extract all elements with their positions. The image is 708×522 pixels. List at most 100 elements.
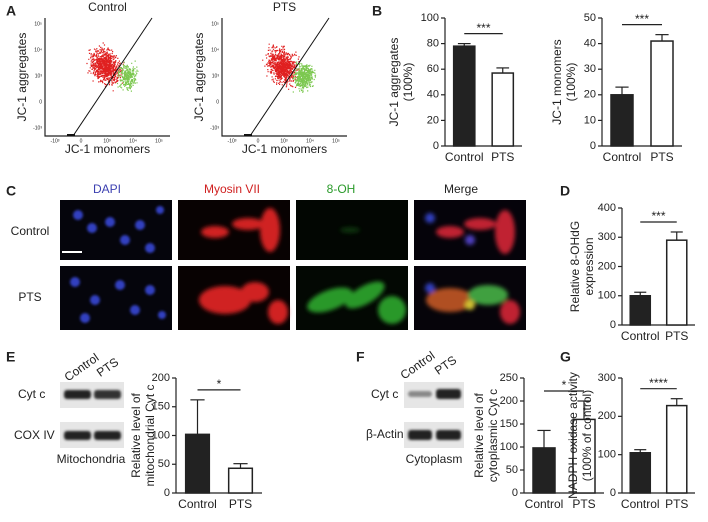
y-tick-label: 10³ <box>35 73 43 79</box>
band-label: COX IV <box>14 428 55 442</box>
y-tick-label: 200 <box>152 372 170 384</box>
y-tick-label: 0 <box>433 140 439 152</box>
column-label: Merge <box>444 182 478 196</box>
y-axis-label: Relative level of <box>129 392 143 477</box>
y-tick-label: 80 <box>427 38 439 50</box>
y-tick-label: 100 <box>500 441 518 453</box>
y-tick-label: 50 <box>584 12 596 24</box>
y-axis-label: JC-1 aggregates <box>387 38 401 127</box>
bar <box>184 433 211 494</box>
y-axis-label: Relative level of <box>472 392 486 477</box>
y-tick-label: 10³ <box>212 73 220 79</box>
y-tick-label: 100 <box>598 290 616 302</box>
y-tick-label: 400 <box>598 202 616 214</box>
blot-caption: Mitochondria <box>57 452 126 466</box>
dots-green <box>116 60 139 92</box>
x-tick-label: Control <box>603 150 642 164</box>
bar <box>227 467 254 494</box>
y-axis-label: NADPH oxidase activity <box>566 372 580 499</box>
y-tick-label: 0 <box>610 319 616 331</box>
blot-f: Control PTS Cyt c β-Actin Cytoplasm <box>366 348 464 466</box>
y-axis-label: JC-1 monomers <box>550 39 564 124</box>
y-tick-label: 30 <box>584 63 596 75</box>
dots-green <box>292 61 317 93</box>
x-tick-label: 0 <box>80 138 83 144</box>
y-tick-label: 200 <box>500 395 518 407</box>
y-axis-label: mitochondrial Cyt c <box>143 384 157 486</box>
y-tick-label: 40 <box>584 38 596 50</box>
x-tick-label: PTS <box>665 497 688 511</box>
origin-mark <box>244 134 252 136</box>
y-tick-label: 40 <box>427 89 439 101</box>
y-tick-label: 10⁴ <box>211 47 219 53</box>
y-tick-label: 200 <box>598 260 616 272</box>
column-label: Myosin VII <box>204 182 260 196</box>
y-tick-label: 150 <box>152 401 170 413</box>
y-axis-label: expression <box>582 237 596 295</box>
plot-title: Control <box>88 0 127 14</box>
panel-label: D <box>560 183 570 199</box>
x-tick-label: PTS <box>229 497 252 511</box>
microscopy: DAPI Myosin VII 8-OH Merge Control PTS <box>11 182 526 330</box>
x-tick-label: 10⁵ <box>155 138 163 144</box>
row-label: PTS <box>18 290 41 304</box>
bar <box>491 72 515 147</box>
y-axis-label: (100%) <box>564 63 578 102</box>
lane-label: PTS <box>432 353 459 378</box>
y-tick-label: 10⁴ <box>34 47 42 53</box>
dots-red <box>86 42 126 92</box>
blot-e: Control PTS Cyt c COX IV Mitochondria <box>14 350 126 466</box>
panel-label: C <box>6 183 16 199</box>
bar <box>629 452 652 494</box>
x-tick-label: 10⁵ <box>332 138 340 144</box>
band-label: Cyt c <box>371 387 398 401</box>
y-tick-label: 250 <box>500 372 518 384</box>
y-tick-label: 10⁵ <box>211 21 219 27</box>
x-tick-label: PTS <box>650 150 673 164</box>
x-tick-label: 10³ <box>280 138 288 144</box>
x-axis-label: JC-1 monomers <box>242 142 327 156</box>
bar <box>532 447 556 494</box>
bar <box>610 94 634 147</box>
y-axis-label: cytoplasmic Cyt c <box>486 389 500 482</box>
bar <box>665 404 688 494</box>
y-tick-label: 100 <box>598 449 616 461</box>
significance-label: *** <box>476 21 490 35</box>
y-tick-label: 300 <box>598 231 616 243</box>
gate-line <box>249 17 330 137</box>
x-axis-label: JC-1 monomers <box>65 142 150 156</box>
image-tiles <box>60 200 526 330</box>
y-tick-label: 50 <box>158 458 170 470</box>
significance-label: * <box>562 378 567 392</box>
dots-red <box>262 43 301 90</box>
bar <box>650 40 674 147</box>
significance-label: **** <box>649 376 668 390</box>
x-tick-label: Control <box>525 497 564 511</box>
plot-title: PTS <box>273 0 296 14</box>
panel-label: F <box>356 349 365 365</box>
x-tick-label: 10⁴ <box>306 138 314 144</box>
bar <box>572 418 596 494</box>
y-tick-label: 200 <box>598 410 616 422</box>
blot-caption: Cytoplasm <box>406 452 463 466</box>
y-tick-label: 0 <box>39 99 42 105</box>
panel-label: G <box>560 349 571 365</box>
significance-label: * <box>217 377 222 391</box>
x-tick-label: Control <box>621 497 660 511</box>
y-tick-label: 0 <box>164 487 170 499</box>
x-tick-label: 10⁴ <box>129 138 137 144</box>
x-tick-label: 0 <box>257 138 260 144</box>
y-tick-label: 60 <box>427 63 439 75</box>
x-tick-label: PTS <box>572 497 595 511</box>
y-tick-label: 300 <box>598 372 616 384</box>
x-tick-label: PTS <box>665 329 688 343</box>
lane-label: Control <box>398 348 438 382</box>
panel-label: B <box>372 3 382 19</box>
y-tick-label: 100 <box>152 429 170 441</box>
y-axis-label: (100% of control) <box>580 390 594 481</box>
origin-mark <box>67 134 75 136</box>
band-label: Cyt c <box>18 387 45 401</box>
bar <box>629 295 652 326</box>
y-tick-label: 150 <box>500 418 518 430</box>
row-label: Control <box>11 224 50 238</box>
